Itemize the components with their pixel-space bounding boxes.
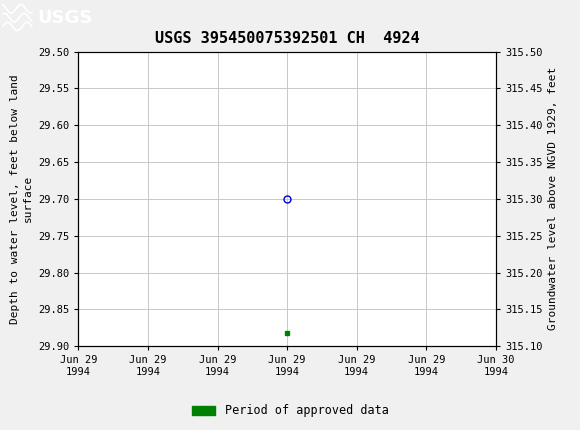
Y-axis label: Depth to water level, feet below land
surface: Depth to water level, feet below land su…: [10, 74, 32, 324]
Title: USGS 395450075392501 CH  4924: USGS 395450075392501 CH 4924: [155, 31, 419, 46]
Legend: Period of approved data: Period of approved data: [187, 399, 393, 422]
Y-axis label: Groundwater level above NGVD 1929, feet: Groundwater level above NGVD 1929, feet: [548, 67, 558, 331]
Text: USGS: USGS: [38, 9, 93, 27]
